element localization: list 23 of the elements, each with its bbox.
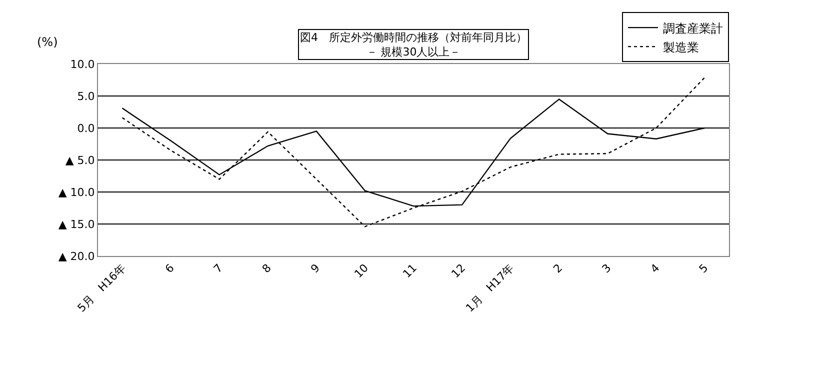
x-tick-label: 11 [400,262,420,281]
y-axis-title: (%) [37,35,58,49]
chart-subtitle: － 規模30人以上－ [366,45,461,58]
x-tick-label: 10 [352,262,371,281]
y-tick-label: 0.0 [77,122,95,135]
legend-label: 製造業 [663,40,699,54]
chart-title: 図4 所定外労働時間の推移（対前年同月比） [300,31,527,44]
y-tick-label: 5.0 [77,90,95,103]
x-tick-label: 12 [448,262,468,281]
x-tick-label: 4 [648,262,662,276]
x-tick-label: 8 [260,262,274,276]
y-tick-label: ▲ 10.0 [58,186,95,199]
y-tick-label: ▲ 20.0 [58,250,95,263]
x-tick-label: 9 [308,262,322,276]
x-tick-label: 6 [162,262,177,276]
x-tick-label: 5 [696,262,711,276]
y-tick-label: 10.0 [70,58,95,71]
y-tick-label: ▲ 5.0 [65,154,95,167]
legend-label: 調査産業計 [663,21,723,36]
x-tick-label: 2 [550,262,566,276]
x-tick-label: 7 [211,262,226,276]
y-tick-label: ▲ 15.0 [58,218,95,231]
x-tick-label: 3 [600,262,614,276]
